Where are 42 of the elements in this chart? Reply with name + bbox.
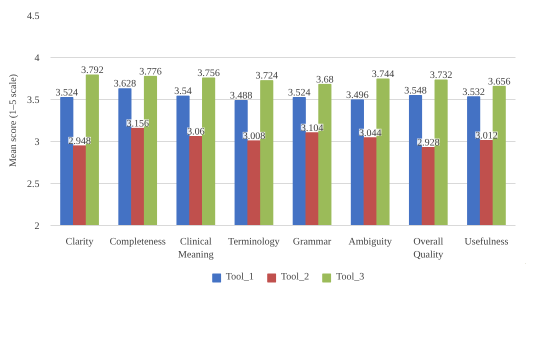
data-label: 3.104 <box>300 122 324 134</box>
data-label: 3.732 <box>430 70 452 82</box>
data-label: 3.496 <box>346 90 369 101</box>
data-label: 3.68 <box>316 74 334 86</box>
y-tick-label: 2.5 <box>27 179 40 190</box>
data-label: 3.776 <box>139 66 162 78</box>
data-label: 2.928 <box>417 138 440 149</box>
data-label: 3.656 <box>488 76 510 88</box>
data-label: 3.724 <box>255 70 278 82</box>
x-tick-label: Clarity <box>66 236 94 248</box>
y-tick-label: 4.5 <box>27 11 40 22</box>
data-label: 3.548 <box>404 85 427 96</box>
y-tick-label: 3.5 <box>27 95 40 106</box>
data-label: 3.008 <box>242 130 266 142</box>
x-tick-label: Ambiguity <box>348 236 392 248</box>
data-label: 3.744 <box>372 69 394 80</box>
x-tick-label: Usefulness <box>464 236 508 248</box>
data-label: 2.948 <box>68 136 91 147</box>
y-axis-title: Mean score (1–5 scale) <box>8 74 19 168</box>
data-label: 3.628 <box>114 78 136 90</box>
legend-label: Tool_1 <box>226 272 254 282</box>
data-label: 3.012 <box>475 130 498 142</box>
data-label: 3.044 <box>358 128 382 139</box>
data-label: 3.488 <box>230 90 252 102</box>
legend-label: Tool_2 <box>280 272 310 282</box>
y-tick-label: 3 <box>34 137 40 148</box>
data-label: 3.06 <box>187 126 205 138</box>
data-label: 3.524 <box>56 87 78 98</box>
x-tick-label: Terminology <box>228 236 280 248</box>
y-tick-label: 4 <box>34 53 40 64</box>
data-label: 3.524 <box>288 87 311 98</box>
data-label: 3.756 <box>197 68 220 79</box>
data-label: 3.792 <box>81 64 104 76</box>
legend-label: Tool_3 <box>336 272 364 282</box>
x-tick-label: Completeness <box>110 236 166 248</box>
x-tick-label: Overall Quality <box>413 236 444 261</box>
data-label: 3.54 <box>174 86 192 98</box>
data-label: 3.156 <box>126 118 149 130</box>
x-tick-label: Clinical Meaning <box>178 236 214 261</box>
data-label: 3.532 <box>462 86 485 98</box>
y-tick-label: 2 <box>34 221 40 232</box>
x-tick-label: Grammar <box>292 236 332 248</box>
